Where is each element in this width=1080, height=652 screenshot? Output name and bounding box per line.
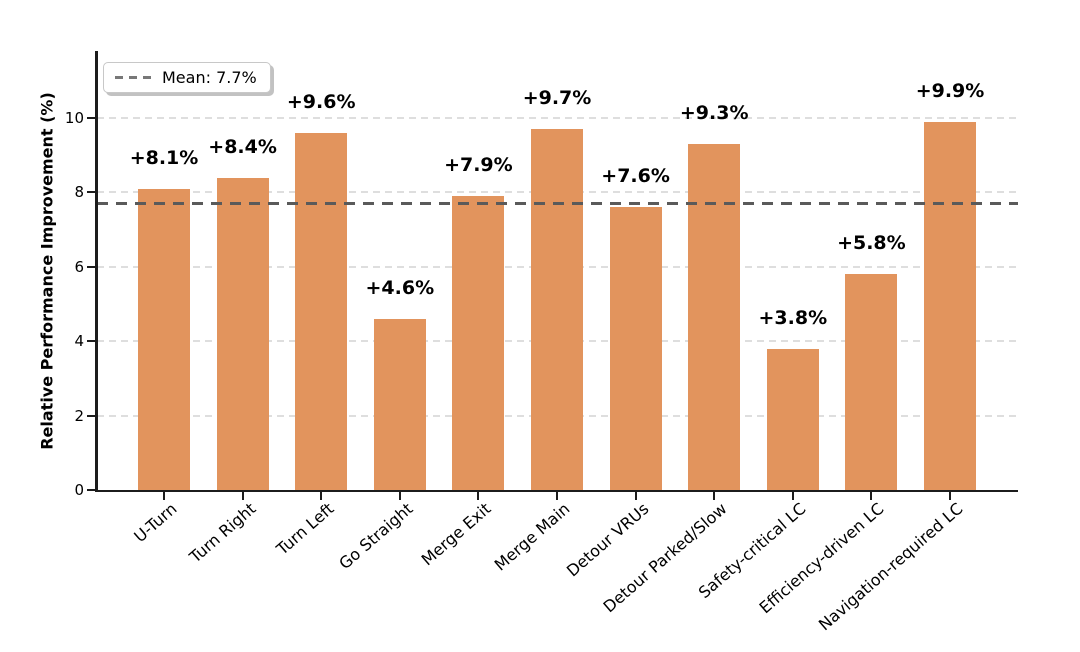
bar-value-label: +9.3% <box>679 102 749 125</box>
bar-efficiency-driven-lc <box>845 274 898 490</box>
x-axis-spine <box>95 489 1018 492</box>
x-tick-mark <box>556 492 558 500</box>
y-tick-label: 10 <box>64 109 84 127</box>
bar-value-label: +5.8% <box>837 232 906 255</box>
y-tick-label: 4 <box>74 332 84 351</box>
bar-turn-right <box>216 177 269 490</box>
y-tick-label: 6 <box>74 257 84 276</box>
x-tick-mark <box>870 492 873 500</box>
y-tick-mark <box>87 191 95 194</box>
y-tick-label: 2 <box>74 406 84 425</box>
bar-detour-vrus <box>609 207 662 490</box>
bar-u-turn <box>138 188 190 490</box>
legend-label: Mean: 7.7% <box>162 68 257 87</box>
x-tick-mark <box>791 492 794 500</box>
y-axis-spine <box>95 51 98 492</box>
legend: Mean: 7.7% <box>103 62 271 93</box>
y-tick-label: 8 <box>74 183 84 202</box>
bar-detour-parked-slow <box>688 144 741 490</box>
x-tick-label: U-Turn <box>130 499 181 547</box>
bar-value-label: +7.9% <box>444 154 513 177</box>
bar-safety-critical-lc <box>766 348 819 490</box>
x-tick-mark <box>163 492 165 500</box>
y-tick-mark <box>87 489 95 491</box>
bar-value-label: +7.6% <box>601 165 670 188</box>
bar-merge-main <box>531 129 583 490</box>
y-tick-mark <box>87 340 95 343</box>
mean-reference-line <box>97 202 1018 206</box>
bar-value-label: +8.4% <box>208 135 277 158</box>
x-tick-mark <box>320 492 323 500</box>
mean-line-legend-swatch <box>115 76 151 79</box>
x-tick-mark <box>634 492 637 500</box>
bar-go-straight <box>373 318 426 490</box>
bar-value-label: +9.6% <box>286 90 356 113</box>
y-tick-mark <box>87 265 95 268</box>
bar-navigation-required-lc <box>924 121 976 490</box>
x-tick-mark <box>398 492 401 500</box>
y-tick-label: 0 <box>74 481 84 499</box>
gridline-y10 <box>97 117 1018 119</box>
bar-value-label: +9.9% <box>915 79 985 102</box>
y-tick-mark <box>87 414 95 417</box>
bar-value-label: +3.8% <box>758 306 828 329</box>
bar-merge-exit <box>452 196 505 490</box>
bar-value-label: +4.6% <box>365 276 435 299</box>
bar-value-label: +9.7% <box>522 87 592 110</box>
bar-value-label: +8.1% <box>129 146 199 169</box>
y-tick-mark <box>87 117 95 119</box>
x-tick-mark <box>477 492 480 500</box>
x-tick-mark <box>713 492 716 500</box>
x-tick-mark <box>241 492 244 500</box>
bar-turn-left <box>295 132 348 490</box>
x-tick-mark <box>949 492 951 500</box>
